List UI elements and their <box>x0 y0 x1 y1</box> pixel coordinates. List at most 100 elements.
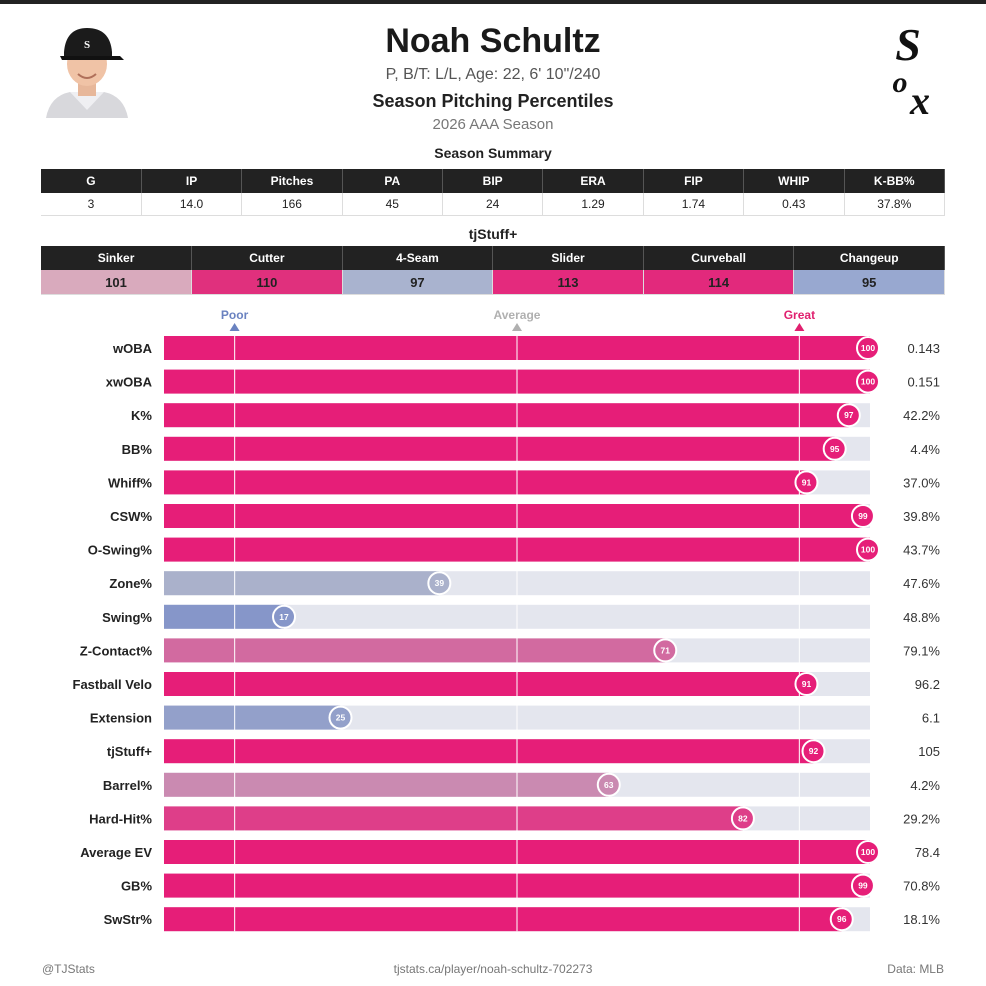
reference-label-great: Great <box>784 308 815 322</box>
metric-label: Hard-Hit% <box>89 811 152 826</box>
percentile-value: 25 <box>336 713 346 723</box>
percentile-value: 91 <box>802 679 812 689</box>
metric-value: 39.8% <box>903 509 940 524</box>
season-summary-table: G IP Pitches PA BIP ERA FIP WHIP K-BB% 3 14.0 166 4… <box>41 169 945 216</box>
metric-label: Z-Contact% <box>80 643 153 658</box>
summary-value-7: 0.43 <box>743 193 845 216</box>
metric-label: CSW% <box>110 509 152 524</box>
percentile-badge <box>328 705 353 730</box>
player-name: Noah Schultz <box>385 22 601 60</box>
reference-marker-great <box>794 323 805 331</box>
percentile-value: 95 <box>830 444 840 454</box>
metric-value: 4.2% <box>910 778 940 793</box>
metric-value: 0.151 <box>907 375 940 390</box>
footer-url[interactable]: tjstats.ca/player/noah-schultz-702273 <box>393 962 593 976</box>
summary-value-2: 166 <box>241 193 343 216</box>
bar <box>164 470 807 495</box>
stuff-header-4: Curveball <box>643 246 795 270</box>
summary-header-5: ERA <box>542 169 644 193</box>
percentile-badge <box>794 672 819 696</box>
bar <box>164 571 440 596</box>
summary-value-1: 14.0 <box>141 193 243 216</box>
percentile-badge <box>856 336 880 360</box>
svg-text:S: S <box>84 39 90 51</box>
footer-handle: @TJStats <box>42 962 95 976</box>
bar <box>164 436 835 461</box>
summary-header-8: K-BB% <box>844 169 945 193</box>
bar <box>164 873 863 898</box>
percentile-value: 71 <box>661 645 671 655</box>
metric-label: BB% <box>122 442 153 457</box>
bar <box>164 772 609 797</box>
bar <box>164 672 807 696</box>
metric-value: 79.1% <box>903 643 940 658</box>
summary-header-7: WHIP <box>743 169 845 193</box>
summary-header-4: BIP <box>442 169 544 193</box>
percentile-badge <box>856 369 880 394</box>
bar <box>164 806 743 831</box>
metric-value: 43.7% <box>903 543 940 558</box>
metric-label: Barrel% <box>103 778 153 793</box>
percentile-badge <box>427 571 452 596</box>
metric-value: 48.8% <box>903 610 940 625</box>
season-label: 2026 AAA Season <box>432 116 554 133</box>
percentile-value: 100 <box>861 847 875 857</box>
percentile-value: 39 <box>435 578 445 588</box>
percentile-value: 82 <box>738 813 748 823</box>
percentile-badge <box>596 772 621 797</box>
metric-label: Extension <box>90 711 152 726</box>
percentile-value: 63 <box>604 780 614 790</box>
stuff-header-1: Cutter <box>191 246 343 270</box>
percentile-badge <box>653 638 678 663</box>
metric-label: Zone% <box>109 576 152 591</box>
metric-value: 70.8% <box>903 879 940 894</box>
percentile-badge <box>801 739 826 764</box>
metric-value: 37.0% <box>903 475 940 490</box>
metric-value: 29.2% <box>903 811 940 826</box>
metric-value: 42.2% <box>903 408 940 423</box>
percentile-badge <box>822 436 847 461</box>
percentile-badge <box>850 504 875 528</box>
stuff-value-3: 113 <box>492 270 644 295</box>
percentile-value: 99 <box>858 511 868 521</box>
summary-title: Season Summary <box>434 145 552 161</box>
summary-header-2: Pitches <box>241 169 343 193</box>
reference-label-average: Average <box>494 308 541 322</box>
bar <box>164 604 285 629</box>
percentile-value: 91 <box>802 477 812 487</box>
percentile-badge <box>794 470 819 495</box>
percentile-badge <box>836 403 861 428</box>
svg-text:x: x <box>909 78 930 120</box>
summary-value-6: 1.74 <box>643 193 745 216</box>
percentile-badge <box>856 840 880 864</box>
percentile-value: 100 <box>861 545 875 555</box>
bar <box>164 504 863 528</box>
stuff-header-5: Changeup <box>793 246 945 270</box>
player-bio: P, B/T: L/L, Age: 22, 6' 10"/240 <box>385 66 601 83</box>
percentile-value: 100 <box>861 377 875 387</box>
metric-label: K% <box>131 408 152 423</box>
stuff-header-2: 4-Seam <box>342 246 494 270</box>
stuff-value-2: 97 <box>342 270 494 295</box>
summary-value-3: 45 <box>342 193 444 216</box>
bar <box>164 705 341 730</box>
metric-value: 6.1 <box>922 711 940 726</box>
svg-text:o: o <box>893 66 908 99</box>
bar <box>164 907 842 932</box>
metric-label: Fastball Velo <box>73 677 153 692</box>
percentile-badge <box>272 604 297 629</box>
percentile-badge <box>856 537 880 562</box>
team-logo: S o x <box>893 20 931 120</box>
percentile-badge <box>730 806 755 831</box>
metric-value: 105 <box>918 744 940 759</box>
stuff-title: tjStuff+ <box>468 226 518 242</box>
metric-label: SwStr% <box>104 912 153 927</box>
metric-value: 0.143 <box>907 341 940 356</box>
metric-value: 4.4% <box>910 442 940 457</box>
percentile-chart: Poor Average Great wOBA 0.143 xwOBA 0.151 K% 42.… <box>73 308 940 932</box>
metric-label: Average EV <box>80 845 152 860</box>
summary-value-8: 37.8% <box>844 193 945 216</box>
tjstuff-table: Sinker Cutter 4-Seam Slider Curveball Changeu… <box>41 246 945 295</box>
percentile-badge <box>850 873 875 898</box>
stuff-header-3: Slider <box>492 246 644 270</box>
